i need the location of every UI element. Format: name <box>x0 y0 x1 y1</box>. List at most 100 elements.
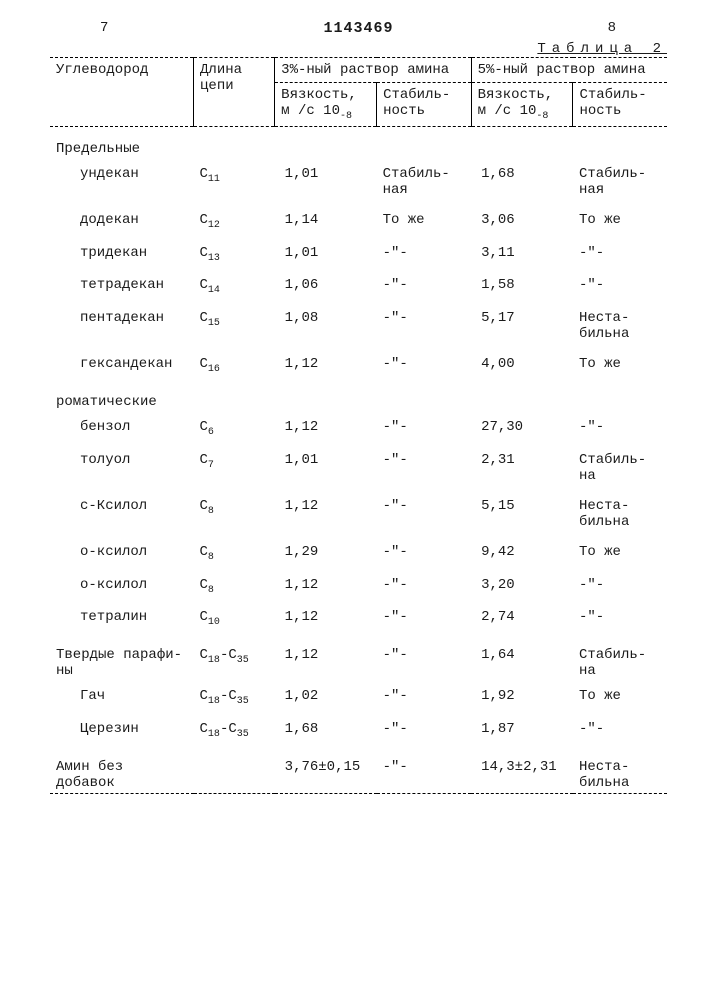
cell-v3: 1,12 <box>275 602 377 635</box>
cell-name: толуол <box>50 445 194 491</box>
cell-v5: 2,31 <box>471 445 573 491</box>
section-chain: C18-C35 <box>194 635 275 681</box>
section-title-row: роматические <box>50 382 667 412</box>
cell-v5: 4,00 <box>471 349 573 382</box>
cell-chain: C11 <box>194 159 275 205</box>
cell-s5: То же <box>573 349 667 382</box>
cell-name: Церезин <box>50 714 194 747</box>
cell-v3: 1,12 <box>275 349 377 382</box>
cell-s3: -"- <box>377 349 472 382</box>
table-row: ЦерезинC18-C351,68-"-1,87-"- <box>50 714 667 747</box>
cell-s5: -"- <box>573 602 667 635</box>
cell-chain: C18-C35 <box>194 714 275 747</box>
section-title: роматические <box>50 382 194 412</box>
col-visc5: Вязкость, м /с 10-8 <box>471 83 573 127</box>
cell-s5: Стабиль-на <box>573 445 667 491</box>
cell-name: пентадекан <box>50 303 194 349</box>
section-s3 <box>377 129 472 159</box>
cell-s3: -"- <box>377 270 472 303</box>
section-title-row: Амин бездобавок3,76±0,15-"-14,3±2,31Нест… <box>50 747 667 794</box>
section-s5: Неста-бильна <box>573 747 667 794</box>
cell-v3: 1,01 <box>275 445 377 491</box>
cell-v5: 2,74 <box>471 602 573 635</box>
cell-v5: 1,87 <box>471 714 573 747</box>
col-chain: Длина цепи <box>194 58 275 127</box>
cell-v3: 1,12 <box>275 491 377 537</box>
cell-s3: -"- <box>377 412 472 445</box>
cell-v5: 5,17 <box>471 303 573 349</box>
cell-name: бензол <box>50 412 194 445</box>
page: 7 1143469 8 Таблица 2 Углеводород Длина … <box>0 0 707 1000</box>
cell-s3: -"- <box>377 537 472 570</box>
cell-s3: -"- <box>377 714 472 747</box>
cell-s5: -"- <box>573 270 667 303</box>
cell-s5: -"- <box>573 238 667 271</box>
cell-s3: Стабиль-ная <box>377 159 472 205</box>
cell-s5: Неста-бильна <box>573 491 667 537</box>
table-caption: Таблица 2 <box>50 41 667 57</box>
section-s3: -"- <box>377 635 472 681</box>
section-s3: -"- <box>377 747 472 794</box>
section-v3: 1,12 <box>275 635 377 681</box>
cell-name: тетралин <box>50 602 194 635</box>
page-header-numbers: 7 1143469 8 <box>50 20 667 37</box>
table-row: додеканC121,14То же3,06То же <box>50 205 667 238</box>
cell-v3: 1,14 <box>275 205 377 238</box>
section-chain <box>194 129 275 159</box>
cell-chain: C8 <box>194 537 275 570</box>
cell-chain: C8 <box>194 491 275 537</box>
cell-chain: C14 <box>194 270 275 303</box>
col-sol5: 5%-ный раствор амина <box>471 58 667 83</box>
table-row: ГачC18-C351,02-"-1,92То же <box>50 681 667 714</box>
cell-chain: C7 <box>194 445 275 491</box>
section-title-row: Предельные <box>50 129 667 159</box>
header-row-1: Углеводород Длина цепи 3%-ный раствор ам… <box>50 58 667 83</box>
cell-s5: -"- <box>573 412 667 445</box>
col-stab3: Стабиль­ность <box>377 83 472 127</box>
section-title: Предельные <box>50 129 194 159</box>
cell-chain: C10 <box>194 602 275 635</box>
cell-name: о-ксилол <box>50 537 194 570</box>
cell-s3: -"- <box>377 681 472 714</box>
cell-name: Гач <box>50 681 194 714</box>
cell-chain: C15 <box>194 303 275 349</box>
cell-s3: -"- <box>377 602 472 635</box>
table-row: толуолC71,01-"-2,31Стабиль-на <box>50 445 667 491</box>
cell-v5: 27,30 <box>471 412 573 445</box>
cell-v3: 1,01 <box>275 159 377 205</box>
cell-v5: 1,68 <box>471 159 573 205</box>
cell-v3: 1,12 <box>275 570 377 603</box>
cell-name: ундекан <box>50 159 194 205</box>
cell-v5: 1,58 <box>471 270 573 303</box>
section-v5: 1,64 <box>471 635 573 681</box>
cell-v3: 1,06 <box>275 270 377 303</box>
section-v5 <box>471 129 573 159</box>
section-s5 <box>573 129 667 159</box>
cell-v3: 1,02 <box>275 681 377 714</box>
cell-s3: -"- <box>377 570 472 603</box>
cell-s5: -"- <box>573 714 667 747</box>
cell-v3: 1,08 <box>275 303 377 349</box>
footer-divider <box>50 793 667 796</box>
cell-name: тетрадекан <box>50 270 194 303</box>
table-row: c-КсилолC81,12-"-5,15Неста-бильна <box>50 491 667 537</box>
table-row: тетрадеканC141,06-"-1,58-"- <box>50 270 667 303</box>
cell-name: гександекан <box>50 349 194 382</box>
cell-v5: 5,15 <box>471 491 573 537</box>
cell-s3: -"- <box>377 303 472 349</box>
section-s5: Стабиль-на <box>573 635 667 681</box>
cell-s5: То же <box>573 681 667 714</box>
cell-s3: -"- <box>377 238 472 271</box>
cell-s3: То же <box>377 205 472 238</box>
cell-chain: C12 <box>194 205 275 238</box>
right-page-number: 8 <box>608 20 617 37</box>
cell-s3: -"- <box>377 491 472 537</box>
section-title-row: Твердые парафи-ныC18-C351,12-"-1,64Стаби… <box>50 635 667 681</box>
cell-s3: -"- <box>377 445 472 491</box>
cell-v5: 9,42 <box>471 537 573 570</box>
cell-s5: Стабиль-ная <box>573 159 667 205</box>
cell-v3: 1,12 <box>275 412 377 445</box>
table-row: тетралинC101,12-"-2,74-"- <box>50 602 667 635</box>
cell-s5: То же <box>573 205 667 238</box>
cell-name: c-Ксилол <box>50 491 194 537</box>
